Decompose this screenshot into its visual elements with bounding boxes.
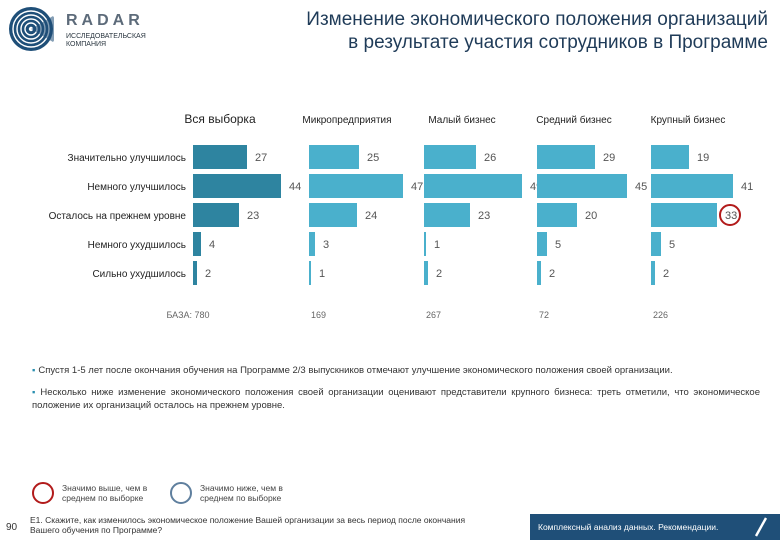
data-label: 41: [741, 181, 753, 193]
base-label: 267: [426, 310, 441, 320]
bar: [424, 232, 426, 256]
data-label: 26: [484, 152, 496, 164]
base-label: 169: [311, 310, 326, 320]
significance-circle: [719, 204, 741, 226]
footer-section-label: Комплексный анализ данных. Рекомендации.: [538, 522, 719, 532]
bar: [537, 174, 627, 198]
radar-logo-icon: [9, 7, 54, 51]
data-label: 20: [585, 210, 597, 222]
data-label: 27: [255, 152, 267, 164]
data-label: 2: [549, 268, 555, 280]
findings-list: ▪ Спустя 1-5 лет после окончания обучения…: [32, 364, 760, 421]
legend-higher-label: Значимо выше, чем в среднем по выборке: [62, 483, 148, 503]
bar: [651, 261, 655, 285]
data-label: 2: [436, 268, 442, 280]
bar: [193, 232, 201, 256]
legend-lower-label: Значимо ниже, чем в среднем по выборке: [200, 483, 283, 503]
finding-text: Спустя 1-5 лет после окончания обучения …: [38, 365, 673, 376]
bar: [651, 145, 689, 169]
bar: [309, 261, 311, 285]
series-header: Микропредприятия: [302, 115, 391, 126]
data-label: 29: [603, 152, 615, 164]
company-logo: RADAR ИССЛЕДОВАТЕЛЬСКАЯ КОМПАНИЯ: [8, 6, 168, 54]
bar: [424, 261, 428, 285]
bar: [309, 232, 315, 256]
logo-subtitle: ИССЛЕДОВАТЕЛЬСКАЯ КОМПАНИЯ: [66, 33, 146, 48]
bullet-marker: ▪: [32, 387, 38, 398]
finding-item: ▪ Несколько ниже изменение экономического…: [32, 386, 760, 412]
bar: [424, 174, 522, 198]
data-label: 2: [663, 268, 669, 280]
bar: [424, 145, 476, 169]
bar: [651, 203, 717, 227]
bullet-marker: ▪: [32, 365, 36, 376]
bar: [537, 145, 595, 169]
series-header: Крупный бизнес: [651, 114, 726, 126]
data-label: 2: [205, 268, 211, 280]
bar: [309, 145, 359, 169]
blue-circle-icon: [170, 482, 192, 504]
data-label: 19: [697, 152, 709, 164]
base-label: 72: [539, 310, 549, 320]
bar: [309, 174, 403, 198]
finding-item: ▪ Спустя 1-5 лет после окончания обучения…: [32, 364, 760, 377]
data-label: 45: [635, 181, 647, 193]
data-label: 24: [365, 210, 377, 222]
bar: [537, 203, 577, 227]
category-label: Сильно ухудшилось: [92, 269, 186, 280]
category-label: Значительно улучшилось: [68, 153, 186, 164]
bar-chart: Значительно улучшилось Немного улучшилось…: [49, 112, 754, 320]
data-label: 4: [209, 239, 215, 251]
series-header: Вся выборка: [184, 112, 256, 126]
category-label: Немного улучшилось: [87, 182, 186, 193]
data-label: 1: [434, 239, 440, 251]
bar: [537, 261, 541, 285]
slash-decor-icon: [754, 517, 768, 537]
finding-text: Несколько ниже изменение экономического …: [32, 387, 761, 411]
bar: [651, 232, 661, 256]
base-label: БАЗА: 780: [166, 310, 209, 320]
title-line-2: в результате участия сотрудников в Прогр…: [348, 32, 768, 53]
page-number: 90: [6, 522, 18, 533]
bar: [309, 203, 357, 227]
bar: [193, 203, 239, 227]
bar: [424, 203, 470, 227]
bar: [193, 145, 247, 169]
data-label: 5: [669, 239, 675, 251]
category-label: Немного ухудшилось: [88, 240, 186, 251]
category-label: Осталось на прежнем уровне: [49, 211, 187, 222]
red-circle-icon: [32, 482, 54, 504]
bar: [193, 261, 197, 285]
footer-bar: Комплексный анализ данных. Рекомендации.: [530, 514, 780, 540]
data-label: 25: [367, 152, 379, 164]
slide-title: Изменение экономического положения орган…: [168, 8, 768, 54]
bar: [537, 232, 547, 256]
logo-name: RADAR: [66, 12, 144, 29]
data-label: 23: [247, 210, 259, 222]
title-line-1: Изменение экономического положения орган…: [306, 9, 768, 30]
data-label: 33: [725, 210, 737, 222]
bar: [193, 174, 281, 198]
base-label: 226: [653, 310, 668, 320]
data-label: 44: [289, 181, 301, 193]
data-label: 5: [555, 239, 561, 251]
legend-higher: Значимо выше, чем в среднем по выборке: [32, 482, 172, 508]
question-footnote: Е1. Скажите, как изменилось экономическо…: [30, 515, 466, 535]
series-header: Малый бизнес: [428, 114, 495, 126]
legend-lower: Значимо ниже, чем в среднем по выборке: [170, 482, 310, 508]
data-label: 23: [478, 210, 490, 222]
data-label: 1: [319, 268, 325, 280]
data-label: 47: [411, 181, 423, 193]
series-header: Средний бизнес: [536, 114, 611, 126]
data-label: 3: [323, 239, 329, 251]
bar: [651, 174, 733, 198]
